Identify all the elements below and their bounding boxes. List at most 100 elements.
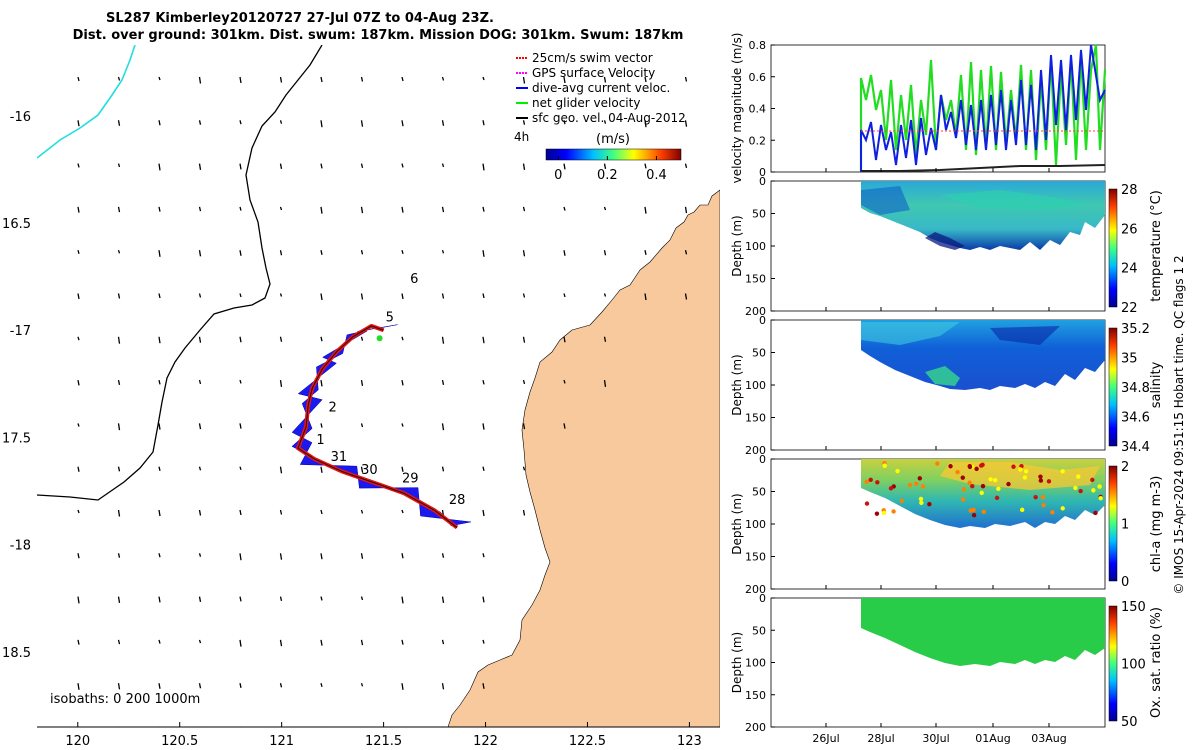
- sfc-arrow: [158, 120, 161, 126]
- salinity-colorbar: [1108, 327, 1118, 447]
- sfc-arrow: [279, 423, 283, 429]
- depth-tick-label: 100: [745, 240, 766, 253]
- colorbar-tick-label: 0.4: [646, 168, 667, 183]
- sfc-arrow: [482, 336, 485, 344]
- sfc-arrow: [401, 639, 404, 645]
- sfc-arrow: [279, 639, 283, 647]
- sfc-arrow: [441, 639, 445, 645]
- net-velocity-marker: [376, 335, 383, 342]
- colorbar-tick-label: 35: [1121, 352, 1138, 367]
- colorbar-tick-label: 50: [1121, 715, 1138, 730]
- chl-dot: [1033, 494, 1038, 500]
- sfc-arrow: [198, 379, 202, 385]
- depth-ylabel: Depth (m): [730, 632, 744, 693]
- chl-dot: [960, 497, 966, 502]
- sfc-arrow: [239, 336, 242, 343]
- chl-dot: [864, 501, 870, 506]
- oxygen-colorbar: [1108, 605, 1118, 722]
- sfc-arrow: [117, 596, 121, 604]
- colorbar-tick-label: 100: [1121, 658, 1146, 673]
- sfc-arrow: [320, 553, 323, 560]
- chl-dot: [1040, 495, 1046, 500]
- sfc-arrow: [158, 423, 161, 430]
- depth-tick-label: 150: [745, 689, 766, 702]
- chl-dot: [948, 464, 953, 469]
- sfc-arrow: [158, 76, 161, 81]
- sfc-arrow: [401, 163, 404, 168]
- chl-dot: [1041, 502, 1046, 508]
- sfc-arrow: [360, 379, 364, 387]
- colorbar-tick-label: 150: [1121, 600, 1146, 615]
- chl-dot: [967, 463, 972, 469]
- velocity-ytick-label: 0.8: [749, 39, 767, 52]
- sfc-arrow: [158, 466, 161, 471]
- chl-dot: [1022, 475, 1028, 480]
- chl-dot: [1018, 467, 1023, 472]
- sfc-arrow: [198, 683, 202, 689]
- sfc-arrow: [522, 509, 526, 516]
- chl-dot: [927, 501, 932, 507]
- dive-avg-velocity-line: [860, 44, 1106, 172]
- map-axes: 120 120.5 121 121.5 122 122.5 123-1616.5-1717.…: [2, 110, 720, 749]
- colorbar-title: (m/s): [596, 132, 630, 147]
- sfc-arrow: [239, 423, 242, 429]
- sfc-arrow: [239, 509, 242, 516]
- sfc-arrow: [198, 120, 202, 125]
- colorbar-tick-label: 0: [1121, 575, 1129, 590]
- sfc-arrow: [320, 683, 323, 687]
- sfc-arrow: [563, 250, 566, 256]
- sfc-arrow: [482, 293, 485, 299]
- glider-track-layer: 6 5 2 1 31 30 29 28: [291, 272, 472, 530]
- sfc-arrow: [441, 379, 445, 386]
- depth-tick-label: 100: [745, 379, 766, 392]
- sfc-arrow: [522, 336, 526, 343]
- sfc-arrow: [482, 379, 485, 385]
- sfc-arrow: [77, 509, 80, 514]
- chl-dot: [955, 469, 960, 475]
- sfc-arrow: [684, 250, 688, 255]
- sfc-arrow: [360, 423, 364, 428]
- colorbar-label: temperature (°C): [1149, 190, 1164, 302]
- sfc-arrow: [77, 423, 80, 427]
- sfc-arrow: [522, 379, 526, 385]
- sfc-arrow: [360, 639, 364, 646]
- sfc-arrow: [360, 120, 364, 127]
- sfc-arrow: [77, 163, 80, 168]
- chl-dot: [967, 480, 972, 485]
- legend-label: dive-avg current veloc.: [532, 81, 670, 95]
- sfc-arrow: [522, 466, 526, 471]
- velocity-axis: 0 0.2 0.4 0.6 0.8: [749, 39, 775, 179]
- sfc-arrow: [320, 466, 323, 473]
- sfc-arrow: [198, 423, 202, 430]
- sfc-arrow: [603, 293, 607, 297]
- sfc-arrow: [158, 293, 161, 299]
- sfc-arrow: [360, 163, 364, 169]
- footer-stamp: © IMOS 15-Apr-2024 09:51:15 Hobart time.…: [1172, 255, 1186, 594]
- sfc-arrow: [684, 163, 688, 169]
- sfc-arrow: [360, 509, 364, 514]
- sfc-arrow: [360, 206, 364, 214]
- sfc-arrow: [360, 76, 364, 82]
- sfc-arrow: [320, 293, 323, 301]
- sfc-arrow: [279, 76, 283, 83]
- sfc-arrow: [77, 639, 80, 645]
- sfc-arrow: [279, 683, 283, 688]
- depth-tick-label: 150: [745, 551, 766, 564]
- sfc-arrow: [239, 683, 242, 688]
- chl-dot: [996, 486, 1001, 491]
- colorbar-tick-label: 34.4: [1121, 440, 1150, 455]
- sfc-arrow: [279, 206, 283, 211]
- sfc-arrow: [522, 423, 526, 430]
- sfc-arrow: [441, 293, 445, 299]
- sfc-arrow: [441, 76, 445, 81]
- chl-dot: [1023, 469, 1029, 474]
- sfc-arrow: [320, 423, 323, 428]
- chl-dot: [935, 461, 940, 466]
- map-ytick-label: -18: [10, 539, 31, 554]
- oxygen-panel: [770, 597, 1106, 728]
- sfc-arrow: [522, 250, 526, 257]
- sfc-arrow: [117, 683, 121, 690]
- sfc-arrow: [239, 206, 242, 211]
- sfc-arrow: [320, 250, 323, 255]
- sfc-arrow: [239, 639, 242, 647]
